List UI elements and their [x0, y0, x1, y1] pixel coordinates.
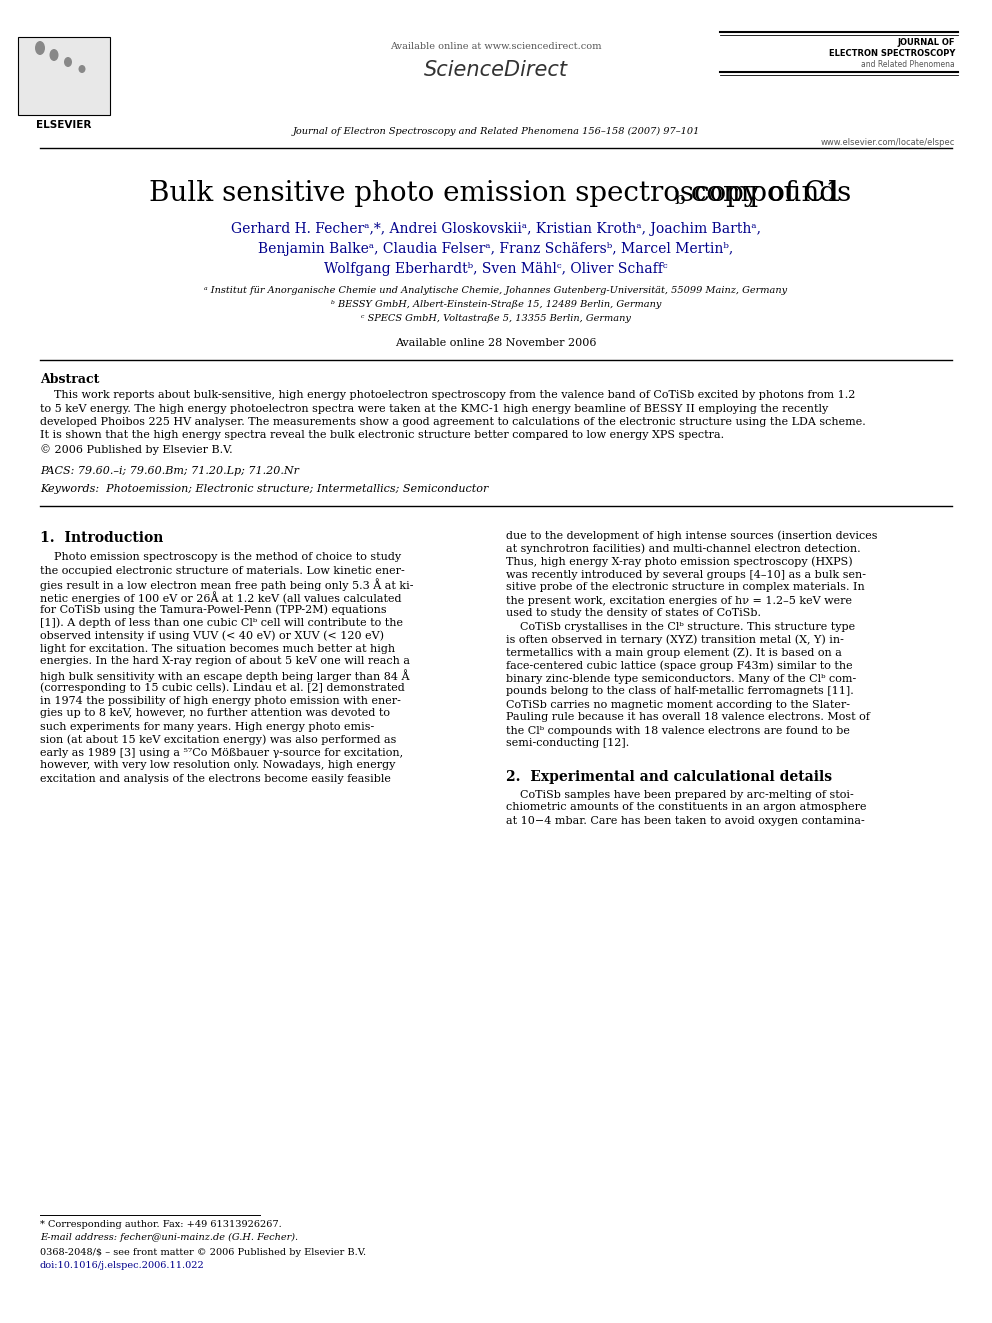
Text: termetallics with a main group element (Z). It is based on a: termetallics with a main group element (…: [506, 647, 842, 658]
Text: was recently introduced by several groups [4–10] as a bulk sen-: was recently introduced by several group…: [506, 569, 866, 579]
Text: developed Phoibos 225 HV analyser. The measurements show a good agreement to cal: developed Phoibos 225 HV analyser. The m…: [40, 417, 866, 427]
Text: used to study the density of states of CoTiSb.: used to study the density of states of C…: [506, 609, 761, 618]
Ellipse shape: [50, 49, 59, 61]
Text: CoTiSb crystallises in the Clᵇ structure. This structure type: CoTiSb crystallises in the Clᵇ structure…: [506, 622, 855, 631]
Text: E-mail address: fecher@uni-mainz.de (G.H. Fecher).: E-mail address: fecher@uni-mainz.de (G.H…: [40, 1233, 299, 1242]
Text: 2.  Experimental and calculational details: 2. Experimental and calculational detail…: [506, 770, 832, 783]
Text: It is shown that the high energy spectra reveal the bulk electronic structure be: It is shown that the high energy spectra…: [40, 430, 724, 441]
Text: however, with very low resolution only. Nowadays, high energy: however, with very low resolution only. …: [40, 761, 396, 770]
Text: b: b: [675, 191, 685, 208]
Text: Gerhard H. Fecherᵃ,*, Andrei Gloskovskiiᵃ, Kristian Krothᵃ, Joachim Barthᵃ,: Gerhard H. Fecherᵃ,*, Andrei Gloskovskii…: [231, 222, 761, 235]
Text: (corresponding to 15 cubic cells). Lindau et al. [2] demonstrated: (corresponding to 15 cubic cells). Linda…: [40, 683, 405, 693]
Text: sitive probe of the electronic structure in complex materials. In: sitive probe of the electronic structure…: [506, 582, 865, 593]
Text: energies. In the hard X-ray region of about 5 keV one will reach a: energies. In the hard X-ray region of ab…: [40, 656, 410, 667]
Text: 1.  Introduction: 1. Introduction: [40, 531, 164, 545]
Text: the present work, excitation energies of hν = 1.2–5 keV were: the present work, excitation energies of…: [506, 595, 852, 606]
Text: is often observed in ternary (XYZ) transition metal (X, Y) in-: is often observed in ternary (XYZ) trans…: [506, 635, 844, 646]
Text: Pauling rule because it has overall 18 valence electrons. Most of: Pauling rule because it has overall 18 v…: [506, 713, 870, 722]
Text: 0368-2048/$ – see front matter © 2006 Published by Elsevier B.V.: 0368-2048/$ – see front matter © 2006 Pu…: [40, 1248, 366, 1257]
Text: light for excitation. The situation becomes much better at high: light for excitation. The situation beco…: [40, 643, 395, 654]
Text: * Corresponding author. Fax: +49 61313926267.: * Corresponding author. Fax: +49 6131392…: [40, 1220, 282, 1229]
Text: the Clᵇ compounds with 18 valence electrons are found to be: the Clᵇ compounds with 18 valence electr…: [506, 725, 850, 736]
Text: chiometric amounts of the constituents in an argon atmosphere: chiometric amounts of the constituents i…: [506, 803, 866, 812]
Text: Available online at www.sciencedirect.com: Available online at www.sciencedirect.co…: [390, 42, 602, 52]
Text: Benjamin Balkeᵃ, Claudia Felserᵃ, Franz Schäfersᵇ, Marcel Mertinᵇ,: Benjamin Balkeᵃ, Claudia Felserᵃ, Franz …: [258, 242, 734, 255]
Text: Wolfgang Eberhardtᵇ, Sven Mählᶜ, Oliver Schaffᶜ: Wolfgang Eberhardtᵇ, Sven Mählᶜ, Oliver …: [324, 262, 668, 277]
Text: ᵇ BESSY GmbH, Albert-Einstein-Straße 15, 12489 Berlin, Germany: ᵇ BESSY GmbH, Albert-Einstein-Straße 15,…: [330, 300, 662, 310]
Text: CoTiSb samples have been prepared by arc-melting of stoi-: CoTiSb samples have been prepared by arc…: [506, 790, 854, 799]
Text: to 5 keV energy. The high energy photoelectron spectra were taken at the KMC-1 h: to 5 keV energy. The high energy photoel…: [40, 404, 828, 414]
Text: observed intensity if using VUV (< 40 eV) or XUV (< 120 eV): observed intensity if using VUV (< 40 eV…: [40, 631, 384, 642]
Text: Abstract: Abstract: [40, 373, 99, 386]
Text: and Related Phenomena: and Related Phenomena: [861, 60, 955, 69]
Text: Keywords:  Photoemission; Electronic structure; Intermetallics; Semiconductor: Keywords: Photoemission; Electronic stru…: [40, 483, 488, 493]
Text: early as 1989 [3] using a ⁵⁷Co Mößbauer γ-source for excitation,: early as 1989 [3] using a ⁵⁷Co Mößbauer …: [40, 747, 403, 758]
Ellipse shape: [78, 65, 85, 73]
Text: © 2006 Published by Elsevier B.V.: © 2006 Published by Elsevier B.V.: [40, 445, 233, 455]
Text: ELSEVIER: ELSEVIER: [37, 120, 91, 130]
Text: ᵃ Institut für Anorganische Chemie und Analytische Chemie, Johannes Gutenberg-Un: ᵃ Institut für Anorganische Chemie und A…: [204, 286, 788, 295]
Text: ScienceDirect: ScienceDirect: [424, 60, 568, 79]
Text: PACS: 79.60.–i; 79.60.Bm; 71.20.Lp; 71.20.Nr: PACS: 79.60.–i; 79.60.Bm; 71.20.Lp; 71.2…: [40, 466, 299, 475]
Text: for CoTiSb using the Tamura-Powel-Penn (TPP-2M) equations: for CoTiSb using the Tamura-Powel-Penn (…: [40, 605, 387, 615]
Text: [1]). A depth of less than one cubic Clᵇ cell will contribute to the: [1]). A depth of less than one cubic Clᵇ…: [40, 618, 403, 628]
Text: at 10−4 mbar. Care has been taken to avoid oxygen contamina-: at 10−4 mbar. Care has been taken to avo…: [506, 815, 865, 826]
Text: Available online 28 November 2006: Available online 28 November 2006: [395, 337, 597, 348]
FancyBboxPatch shape: [18, 37, 110, 115]
Text: CoTiSb carries no magnetic moment according to the Slater-: CoTiSb carries no magnetic moment accord…: [506, 700, 850, 709]
Text: pounds belong to the class of half-metallic ferromagnets [11].: pounds belong to the class of half-metal…: [506, 687, 854, 696]
Text: www.elsevier.com/locate/elspec: www.elsevier.com/locate/elspec: [820, 138, 955, 147]
Text: at synchrotron facilities) and multi-channel electron detection.: at synchrotron facilities) and multi-cha…: [506, 544, 861, 554]
Text: excitation and analysis of the electrons become easily feasible: excitation and analysis of the electrons…: [40, 774, 391, 783]
Text: JOURNAL OF: JOURNAL OF: [898, 38, 955, 48]
Text: sion (at about 15 keV excitation energy) was also performed as: sion (at about 15 keV excitation energy)…: [40, 734, 397, 745]
Text: Journal of Electron Spectroscopy and Related Phenomena 156–158 (2007) 97–101: Journal of Electron Spectroscopy and Rel…: [293, 127, 699, 136]
Text: such experiments for many years. High energy photo emis-: such experiments for many years. High en…: [40, 721, 374, 732]
Text: compounds: compounds: [682, 180, 851, 206]
Text: face-centered cubic lattice (space group F43m) similar to the: face-centered cubic lattice (space group…: [506, 660, 853, 671]
Text: doi:10.1016/j.elspec.2006.11.022: doi:10.1016/j.elspec.2006.11.022: [40, 1261, 204, 1270]
Text: due to the development of high intense sources (insertion devices: due to the development of high intense s…: [506, 531, 878, 541]
Text: the occupied electronic structure of materials. Low kinetic ener-: the occupied electronic structure of mat…: [40, 565, 405, 576]
Text: Photo emission spectroscopy is the method of choice to study: Photo emission spectroscopy is the metho…: [40, 553, 401, 562]
Ellipse shape: [35, 41, 45, 56]
Text: This work reports about bulk-sensitive, high energy photoelectron spectroscopy f: This work reports about bulk-sensitive, …: [40, 390, 855, 400]
Text: ELECTRON SPECTROSCOPY: ELECTRON SPECTROSCOPY: [828, 49, 955, 58]
Text: gies result in a low electron mean free path being only 5.3 Å at ki-: gies result in a low electron mean free …: [40, 578, 414, 591]
Text: in 1974 the possibility of high energy photo emission with ener-: in 1974 the possibility of high energy p…: [40, 696, 401, 705]
Text: netic energies of 100 eV or 26Å at 1.2 keV (all values calculated: netic energies of 100 eV or 26Å at 1.2 k…: [40, 591, 402, 605]
Text: binary zinc-blende type semiconductors. Many of the Clᵇ com-: binary zinc-blende type semiconductors. …: [506, 673, 856, 684]
Ellipse shape: [64, 57, 72, 67]
Text: ᶜ SPECS GmbH, Voltastraße 5, 13355 Berlin, Germany: ᶜ SPECS GmbH, Voltastraße 5, 13355 Berli…: [361, 314, 631, 323]
Text: Bulk sensitive photo emission spectroscopy of C1: Bulk sensitive photo emission spectrosco…: [149, 180, 843, 206]
Text: gies up to 8 keV, however, no further attention was devoted to: gies up to 8 keV, however, no further at…: [40, 709, 390, 718]
Text: semi-conducting [12].: semi-conducting [12].: [506, 738, 629, 749]
Text: high bulk sensitivity with an escape depth being larger than 84 Å: high bulk sensitivity with an escape dep…: [40, 669, 410, 683]
Text: Thus, high energy X-ray photo emission spectroscopy (HXPS): Thus, high energy X-ray photo emission s…: [506, 557, 853, 568]
